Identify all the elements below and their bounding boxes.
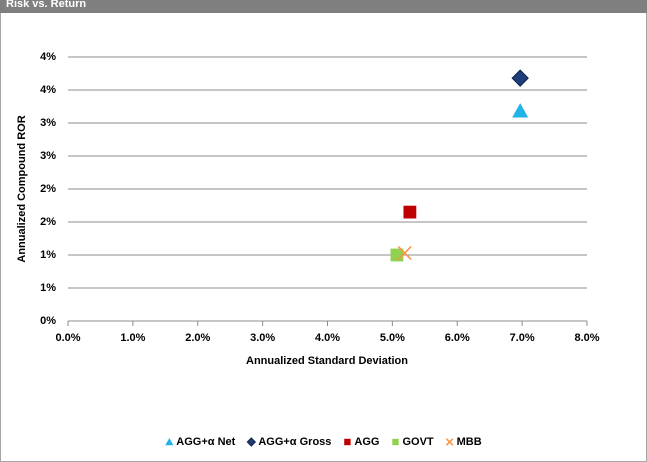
y-tick-label: 4% bbox=[40, 84, 56, 96]
marker bbox=[511, 69, 529, 87]
x-tick-label: 0.0% bbox=[55, 332, 80, 344]
legend-label: GOVT bbox=[402, 436, 433, 448]
marker bbox=[512, 103, 529, 118]
marker bbox=[165, 438, 174, 446]
y-tick-label: 4% bbox=[40, 51, 56, 63]
y-tick-label: 2% bbox=[40, 216, 56, 228]
x-tick-label: 7.0% bbox=[510, 332, 535, 344]
y-axis-title: Annualized Compound ROR bbox=[16, 115, 28, 262]
y-tick-label: 1% bbox=[40, 249, 56, 261]
y-tick-label: 3% bbox=[40, 117, 56, 129]
marker bbox=[246, 437, 257, 447]
x-tick-label: 4.0% bbox=[315, 332, 340, 344]
y-tick-label: 2% bbox=[40, 183, 56, 195]
legend: AGG+α Net AGG+α Gross AGG GOVT MBB bbox=[165, 436, 482, 448]
x-tick-label: 1.0% bbox=[120, 332, 145, 344]
x-tick-label: 2.0% bbox=[185, 332, 210, 344]
marker bbox=[344, 438, 351, 446]
x-tick-label: 6.0% bbox=[445, 332, 470, 344]
x-tick-label: 3.0% bbox=[250, 332, 275, 344]
marker bbox=[403, 205, 417, 219]
header-bar bbox=[0, 0, 647, 13]
marker bbox=[445, 438, 454, 446]
y-tick-label: 3% bbox=[40, 150, 56, 162]
legend-label: MBB bbox=[457, 436, 482, 448]
y-tick-label: 1% bbox=[40, 282, 56, 294]
legend-label: AGG+α Gross bbox=[258, 436, 331, 448]
x-tick-label: 5.0% bbox=[380, 332, 405, 344]
legend-label: AGG bbox=[354, 436, 379, 448]
marker bbox=[397, 246, 412, 260]
x-tick-label: 8.0% bbox=[574, 332, 599, 344]
chart-title: Risk vs. Return bbox=[6, 0, 86, 10]
x-axis-title: Annualized Standard Deviation bbox=[246, 355, 408, 367]
y-tick-label: 0% bbox=[40, 315, 56, 327]
marker bbox=[392, 438, 399, 446]
legend-label: AGG+α Net bbox=[176, 436, 235, 448]
